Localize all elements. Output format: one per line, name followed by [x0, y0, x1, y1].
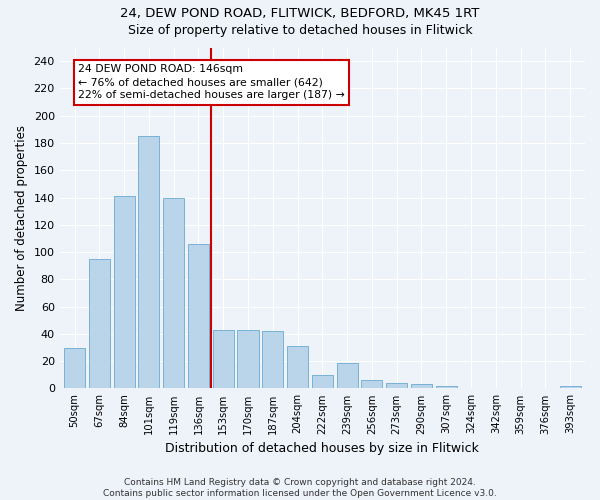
Bar: [287, 346, 308, 389]
Text: Contains HM Land Registry data © Crown copyright and database right 2024.
Contai: Contains HM Land Registry data © Crown c…: [103, 478, 497, 498]
Bar: [163, 198, 184, 388]
Bar: [188, 244, 209, 388]
Y-axis label: Number of detached properties: Number of detached properties: [15, 125, 28, 311]
Text: 24, DEW POND ROAD, FLITWICK, BEDFORD, MK45 1RT: 24, DEW POND ROAD, FLITWICK, BEDFORD, MK…: [121, 8, 479, 20]
Bar: [262, 331, 283, 388]
Bar: [64, 348, 85, 389]
Bar: [113, 196, 134, 388]
Bar: [337, 362, 358, 388]
Bar: [238, 330, 259, 388]
Text: 24 DEW POND ROAD: 146sqm
← 76% of detached houses are smaller (642)
22% of semi-: 24 DEW POND ROAD: 146sqm ← 76% of detach…: [78, 64, 345, 100]
Bar: [312, 375, 333, 388]
X-axis label: Distribution of detached houses by size in Flitwick: Distribution of detached houses by size …: [166, 442, 479, 455]
Bar: [139, 136, 160, 388]
Bar: [361, 380, 382, 388]
Bar: [89, 259, 110, 388]
Text: Size of property relative to detached houses in Flitwick: Size of property relative to detached ho…: [128, 24, 472, 37]
Bar: [212, 330, 234, 388]
Bar: [386, 383, 407, 388]
Bar: [560, 386, 581, 388]
Bar: [436, 386, 457, 388]
Bar: [411, 384, 432, 388]
